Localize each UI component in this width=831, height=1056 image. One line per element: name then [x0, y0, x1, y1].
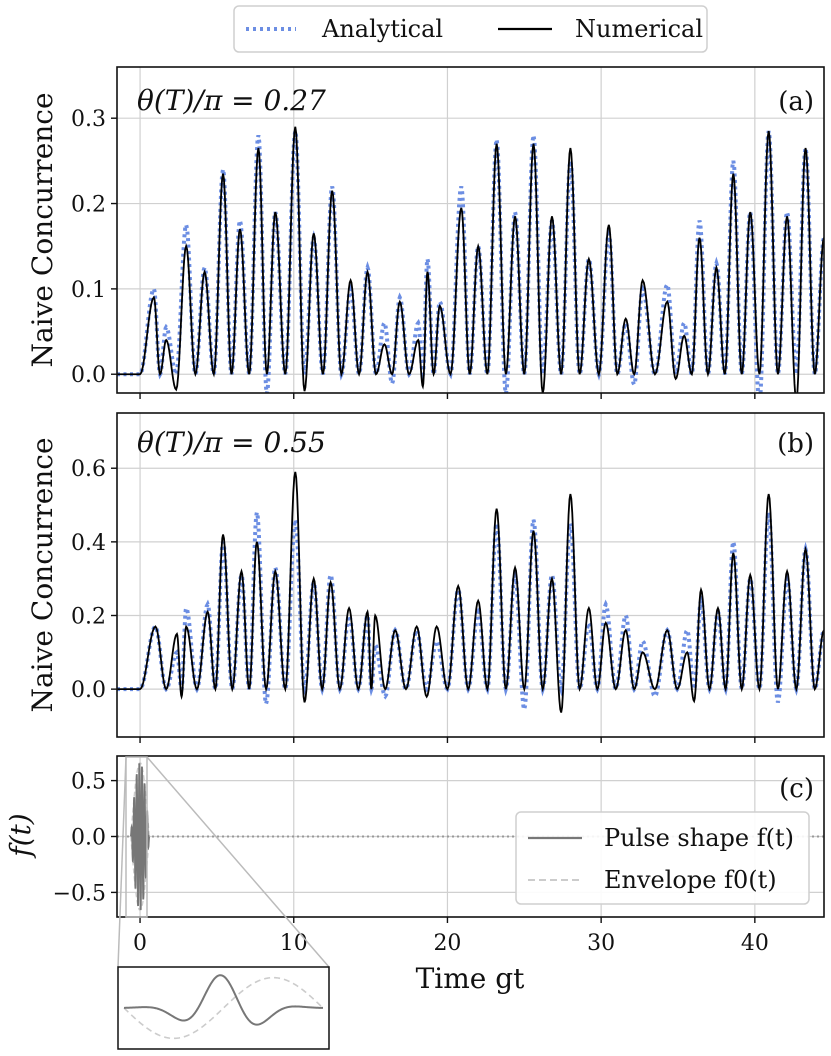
series-line-numerical	[117, 471, 824, 713]
ytick-label-2: 0.4	[71, 531, 106, 556]
panel-b-ylabel: Naive Concurrence	[26, 437, 59, 712]
xtick-label-1: 10	[280, 931, 308, 956]
panel-c: 0 10 20 30 40 −0.5 0.0 0.5 (c) f(t) Pulse shape…	[4, 755, 825, 995]
ytick-label-0: 0.0	[71, 363, 106, 388]
panel-b-series	[117, 471, 824, 713]
ytick-label-2: 0.5	[71, 770, 106, 795]
panel-c-ylabel: f(t)	[4, 813, 37, 858]
inset-connector-left	[117, 756, 127, 968]
legend-label-analytical: Analytical	[321, 15, 443, 43]
panel-c-legend-frame	[515, 811, 810, 905]
legend-label-numerical: Numerical	[575, 15, 703, 43]
ytick-label-1: 0.0	[71, 826, 106, 851]
ytick-label-1: 0.1	[71, 278, 106, 303]
inset-pulse-line	[123, 974, 324, 1026]
panel-c-ticks: 0 10 20 30 40 −0.5 0.0 0.5	[53, 770, 769, 956]
envelope-line-upper	[130, 762, 150, 837]
legend-label-pulse: Pulse shape f(t)	[604, 824, 794, 852]
panel-b: 0.0 0.2 0.4 0.6 θ(T)/π = 0.55 (b) Naive Con…	[26, 412, 825, 743]
inset-connector-right	[146, 756, 330, 968]
panel-c-xlabel: Time gt	[416, 962, 526, 995]
panel-a-tag: (a)	[778, 87, 814, 117]
panel-b-grid	[117, 413, 824, 737]
panel-b-frame	[116, 412, 825, 738]
ytick-label-1: 0.2	[71, 605, 106, 630]
panel-c-tag: (c)	[779, 774, 814, 804]
ytick-label-3: 0.6	[71, 457, 106, 482]
ytick-label-2: 0.2	[71, 193, 106, 218]
panel-b-tag: (b)	[777, 429, 814, 459]
xtick-label-4: 40	[741, 931, 769, 956]
panel-a-annotation: θ(T)/π = 0.27	[137, 84, 326, 117]
inset-envelope-line	[123, 976, 324, 1040]
ytick-label-0: −0.5	[53, 881, 106, 906]
panel-a-series	[117, 126, 824, 393]
xtick-label-0: 0	[133, 931, 147, 956]
xtick-label-3: 30	[587, 931, 615, 956]
inset-zoom-region	[125, 756, 148, 918]
pulse-inset	[117, 756, 330, 1050]
ytick-label-3: 0.3	[71, 107, 106, 132]
panel-a-ticks: 0.0 0.1 0.2 0.3	[71, 107, 756, 399]
legend-label-envelope: Envelope f0(t)	[604, 866, 777, 894]
panel-b-ticks: 0.0 0.2 0.4 0.6	[71, 457, 756, 743]
panel-a-frame	[116, 66, 825, 394]
panel-c-legend: Pulse shape f(t) Envelope f0(t)	[515, 811, 810, 905]
panel-c-series	[117, 762, 824, 911]
pulse-shape-line	[130, 763, 151, 910]
ytick-label-0: 0.0	[71, 678, 106, 703]
top-legend-frame	[233, 5, 708, 53]
panel-a-ylabel: Naive Concurrence	[26, 92, 59, 367]
top-legend: Analytical Numerical	[233, 5, 708, 53]
panel-a: 0.0 0.1 0.2 0.3 θ(T)/π = 0.27 (a) Naive Con…	[26, 66, 825, 399]
panel-b-annotation: θ(T)/π = 0.55	[137, 426, 326, 459]
xtick-label-2: 20	[433, 931, 461, 956]
series-line-numerical	[117, 126, 824, 393]
